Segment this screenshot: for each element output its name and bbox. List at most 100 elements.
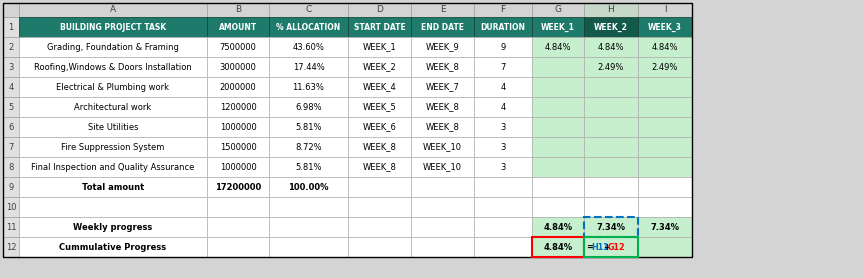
Bar (3, 37, 19, 57)
Bar (269, 117, 348, 137)
Text: 6: 6 (9, 123, 14, 131)
Bar (532, 3, 584, 17)
Text: 5: 5 (9, 103, 14, 111)
Bar (19, 77, 207, 97)
Bar (207, 37, 269, 57)
Text: 3000000: 3000000 (219, 63, 257, 71)
Text: Total amount: Total amount (82, 182, 144, 192)
Bar (638, 77, 692, 97)
Text: 4.84%: 4.84% (544, 43, 571, 51)
Text: =: = (586, 242, 593, 252)
Bar (207, 97, 269, 117)
Bar (348, 3, 411, 17)
Bar (584, 217, 638, 237)
Text: 2.49%: 2.49% (651, 63, 678, 71)
Bar (348, 197, 411, 217)
Text: 5.81%: 5.81% (295, 163, 321, 172)
Bar (584, 57, 638, 77)
Bar (348, 177, 411, 197)
Bar (269, 137, 348, 157)
Bar (3, 3, 692, 257)
Bar (19, 3, 207, 17)
Bar (584, 237, 638, 257)
Text: 11.63%: 11.63% (293, 83, 325, 91)
Bar (532, 17, 584, 37)
Bar (474, 77, 532, 97)
Bar (411, 77, 474, 97)
Bar (584, 37, 638, 57)
Text: 4: 4 (9, 83, 14, 91)
Bar (474, 3, 532, 17)
Text: G: G (555, 6, 562, 14)
Bar (348, 237, 411, 257)
Text: 7500000: 7500000 (219, 43, 257, 51)
Bar (411, 137, 474, 157)
Text: 3: 3 (9, 63, 14, 71)
Bar (474, 17, 532, 37)
Text: WEEK_10: WEEK_10 (423, 143, 462, 152)
Text: WEEK_8: WEEK_8 (426, 123, 460, 131)
Bar (269, 237, 348, 257)
Text: 9: 9 (500, 43, 505, 51)
Bar (584, 77, 638, 97)
Bar (207, 237, 269, 257)
Bar (269, 17, 348, 37)
Text: 7.34%: 7.34% (596, 222, 626, 232)
Bar (3, 17, 19, 37)
Bar (3, 177, 19, 197)
Text: WEEK_8: WEEK_8 (363, 163, 397, 172)
Bar (19, 117, 207, 137)
Bar (474, 117, 532, 137)
Bar (532, 197, 584, 217)
Bar (532, 97, 584, 117)
Bar (207, 197, 269, 217)
Bar (269, 97, 348, 117)
Bar (207, 57, 269, 77)
Bar (269, 37, 348, 57)
Text: 2000000: 2000000 (219, 83, 257, 91)
Text: 4.84%: 4.84% (543, 222, 573, 232)
Text: 4: 4 (500, 103, 505, 111)
Text: H: H (607, 6, 614, 14)
Text: Roofing,Windows & Doors Installation: Roofing,Windows & Doors Installation (34, 63, 192, 71)
Bar (269, 177, 348, 197)
Bar (638, 137, 692, 157)
Bar (269, 197, 348, 217)
Text: 2: 2 (9, 43, 14, 51)
Text: 4.84%: 4.84% (598, 43, 625, 51)
Bar (474, 97, 532, 117)
Text: G12: G12 (608, 242, 626, 252)
Bar (532, 57, 584, 77)
Text: WEEK_8: WEEK_8 (426, 63, 460, 71)
Text: END DATE: END DATE (421, 23, 464, 31)
Text: Architectural work: Architectural work (74, 103, 151, 111)
Bar (269, 77, 348, 97)
Bar (638, 217, 692, 237)
Text: 17200000: 17200000 (215, 182, 261, 192)
Bar (207, 77, 269, 97)
Bar (269, 3, 348, 17)
Bar (3, 117, 19, 137)
Text: WEEK_2: WEEK_2 (594, 23, 628, 32)
Text: WEEK_1: WEEK_1 (363, 43, 397, 51)
Text: 1500000: 1500000 (219, 143, 257, 152)
Text: 3: 3 (500, 143, 505, 152)
Text: 11: 11 (6, 222, 16, 232)
Bar (638, 117, 692, 137)
Bar (411, 237, 474, 257)
Bar (348, 217, 411, 237)
Bar (474, 177, 532, 197)
Bar (638, 57, 692, 77)
Text: 6.98%: 6.98% (295, 103, 321, 111)
Text: 4: 4 (500, 83, 505, 91)
Bar (348, 77, 411, 97)
Bar (584, 117, 638, 137)
Bar (3, 77, 19, 97)
Bar (532, 37, 584, 57)
Bar (474, 217, 532, 237)
Bar (532, 137, 584, 157)
Bar (3, 197, 19, 217)
Bar (207, 117, 269, 137)
Text: 1200000: 1200000 (219, 103, 257, 111)
Bar (269, 57, 348, 77)
